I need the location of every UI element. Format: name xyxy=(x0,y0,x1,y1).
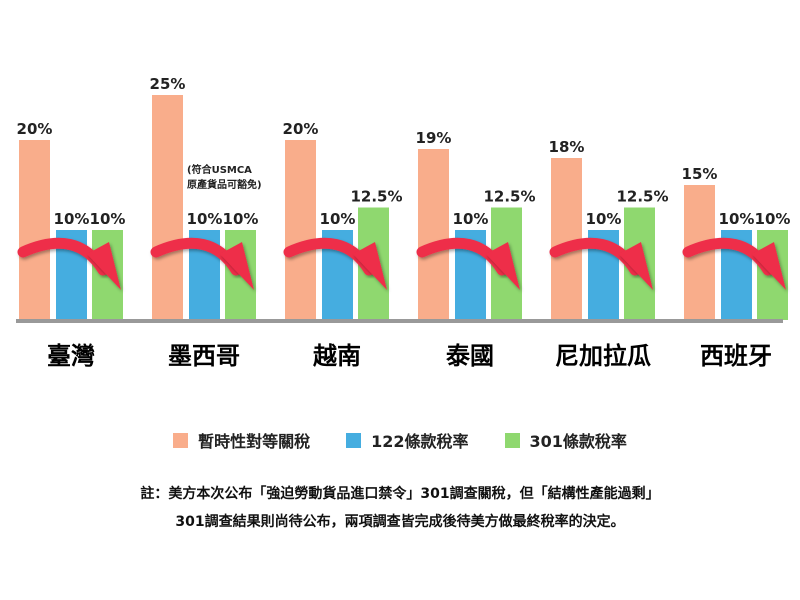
legend-item-section-301-rate: 301條款稅率 xyxy=(504,428,627,452)
value-label-nicaragua-temporary-tariff: 18% xyxy=(549,138,585,156)
chart-legend: 暫時性對等關稅 122條款稅率 301條款稅率 xyxy=(0,428,800,452)
footnote-line-1: 註：美方本次公布「強迫勞動貨品進口禁令」301調查關稅，但「結構性產能過剩」 xyxy=(140,486,660,502)
value-label-mexico-temporary-tariff: 25% xyxy=(150,75,186,93)
category-label-vietnam: 越南 xyxy=(313,342,361,370)
legend-label: 暫時性對等關稅 xyxy=(198,432,311,451)
value-label-taiwan-temporary-tariff: 20% xyxy=(17,120,53,138)
downward-arrow-icon xyxy=(353,242,387,290)
legend-swatch xyxy=(504,432,520,448)
bar-nicaragua-temporary-tariff xyxy=(551,158,582,320)
value-label-spain-temporary-tariff: 15% xyxy=(682,165,718,183)
bar-vietnam-temporary-tariff xyxy=(285,140,316,320)
legend-swatch xyxy=(346,432,362,448)
category-label-taiwan: 臺灣 xyxy=(47,342,95,370)
value-label-vietnam-temporary-tariff: 20% xyxy=(283,120,319,138)
downward-arrow-icon xyxy=(619,242,653,290)
value-label-mexico-section-122: 10% xyxy=(187,210,223,228)
category-label-nicaragua: 尼加拉瓜 xyxy=(555,342,651,370)
value-label-spain-section-122: 10% xyxy=(719,210,755,228)
downward-arrow-icon xyxy=(752,242,786,290)
footnote: 註：美方本次公布「強迫勞動貨品進口禁令」301調查關稅，但「結構性產能過剩」 3… xyxy=(0,480,800,536)
value-label-nicaragua-section-122: 10% xyxy=(586,210,622,228)
mexico-annotation-line-2: 原產貨品可豁免) xyxy=(187,178,262,191)
legend-swatch xyxy=(173,432,189,448)
value-label-thailand-temporary-tariff: 19% xyxy=(416,129,452,147)
downward-arrow-icon xyxy=(87,242,121,290)
mexico-annotation-line-1: (符合USMCA xyxy=(187,163,252,176)
value-label-nicaragua-section-301: 12.5% xyxy=(616,188,668,206)
footnote-line-2: 301調查結果則尚待公布，兩項調查皆完成後待美方做最終稅率的決定。 xyxy=(175,514,625,530)
bar-mexico-temporary-tariff xyxy=(152,95,183,320)
bar-chart: 20%10% 10%25%10% 10%20%10%12.5%19%10%12.5%… xyxy=(16,75,791,370)
value-label-thailand-section-301: 12.5% xyxy=(483,188,535,206)
value-label-vietnam-section-301: 12.5% xyxy=(350,188,402,206)
bar-thailand-temporary-tariff xyxy=(418,149,449,320)
legend-label: 122條款稅率 xyxy=(371,432,469,451)
category-label-mexico: 墨西哥 xyxy=(168,342,240,370)
value-label-vietnam-section-122: 10% xyxy=(320,210,356,228)
legend-item-temporary-reciprocal-tariff: 暫時性對等關稅 xyxy=(173,428,310,452)
downward-arrow-icon xyxy=(220,242,254,290)
downward-arrow-icon xyxy=(486,242,520,290)
value-label-taiwan-section-301: 10% xyxy=(90,210,126,228)
legend-item-section-122-rate: 122條款稅率 xyxy=(346,428,469,452)
value-label-mexico-section-301: 10% xyxy=(223,210,259,228)
value-label-taiwan-section-122: 10% xyxy=(54,210,90,228)
value-label-thailand-section-122: 10% xyxy=(453,210,489,228)
legend-label: 301條款稅率 xyxy=(529,432,627,451)
value-label-spain-section-301: 10% xyxy=(755,210,791,228)
category-label-thailand: 泰國 xyxy=(446,342,494,370)
bar-taiwan-temporary-tariff xyxy=(19,140,50,320)
category-label-spain: 西班牙 xyxy=(700,342,772,370)
